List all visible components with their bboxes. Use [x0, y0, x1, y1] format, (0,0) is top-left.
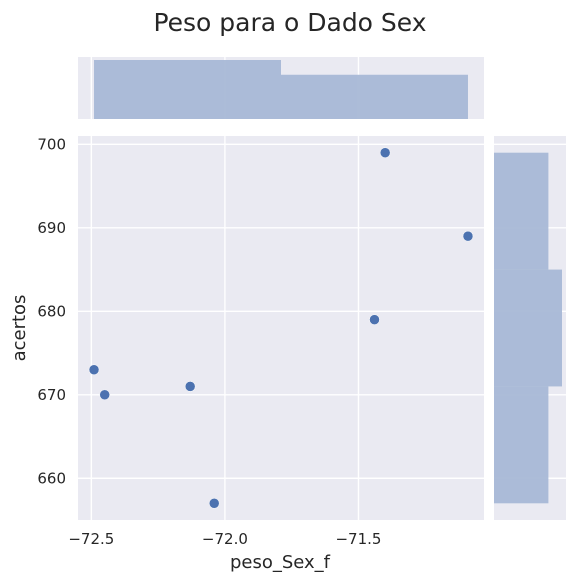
right-hist-bar — [494, 386, 549, 504]
scatter-point — [379, 147, 391, 158]
chart-title: Peso para o Dado Sex — [153, 8, 426, 37]
x-tick-label: −72.5 — [68, 530, 114, 548]
top-hist-bar — [94, 60, 282, 119]
x-tick-label: −72.0 — [202, 530, 248, 548]
scatter-point — [99, 389, 110, 401]
y-tick-label: 670 — [37, 386, 66, 404]
x-axis-label: peso_Sex_f — [230, 552, 331, 573]
top-hist-bar — [281, 74, 468, 119]
scatter-point — [208, 498, 220, 509]
y-tick-label: 680 — [37, 302, 66, 320]
y-tick-label: 690 — [37, 219, 66, 237]
x-tick-label: −71.5 — [335, 530, 381, 548]
right-hist-bar — [494, 152, 549, 270]
scatter-panel — [78, 136, 484, 520]
y-axis-label: acertos — [9, 295, 30, 362]
y-tick-label: 700 — [37, 135, 66, 153]
right-hist-bar — [494, 269, 562, 387]
scatter-point — [462, 230, 474, 242]
scatter-point — [88, 364, 100, 375]
y-tick-label: 660 — [37, 469, 66, 487]
scatter-point — [184, 381, 196, 392]
scatter-point — [369, 314, 380, 325]
